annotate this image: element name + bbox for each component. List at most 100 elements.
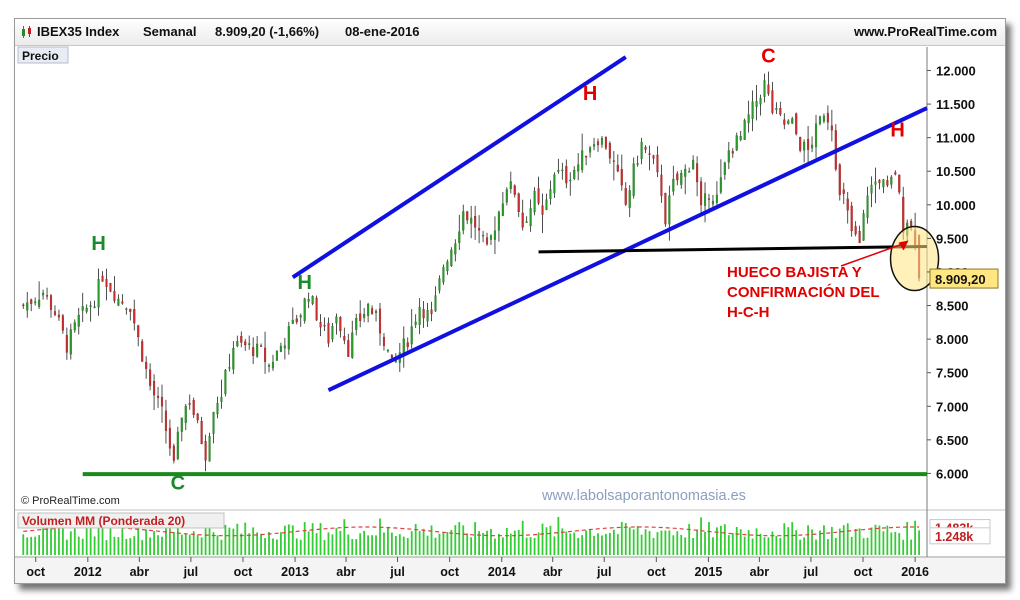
candle-body: [783, 119, 786, 125]
candle-body: [569, 179, 572, 182]
candle-body: [283, 345, 286, 349]
volume-bar: [541, 523, 544, 555]
volume-bar: [347, 534, 350, 555]
volume-bar: [652, 538, 655, 555]
volume-bar: [486, 530, 488, 555]
candle-body: [870, 184, 873, 194]
candle-body: [581, 150, 584, 170]
candle-body: [164, 410, 168, 431]
volume-bar: [680, 534, 683, 555]
neckline-line: [538, 244, 928, 254]
xtick-label: jul: [183, 565, 199, 579]
candle-body: [248, 343, 251, 345]
candle-body: [525, 221, 528, 223]
candle-body: [93, 306, 96, 308]
candle-body: [692, 160, 695, 170]
candle-body: [101, 275, 104, 282]
candle-body: [811, 144, 814, 149]
volume-bar: [34, 536, 37, 555]
candle-body: [656, 154, 659, 173]
volume-bar: [573, 532, 576, 555]
volume-bar: [521, 520, 524, 555]
gap-annotation-line: CONFIRMACIÓN DEL: [727, 283, 880, 301]
volume-bar: [914, 520, 917, 555]
volume-bar: [704, 531, 706, 555]
volume-label-box: [17, 512, 225, 529]
candle-body: [145, 362, 148, 369]
ytick-label: 11.000: [936, 131, 975, 146]
candle-body: [787, 120, 790, 124]
volume-bar: [363, 530, 366, 555]
volume-bar: [343, 519, 346, 555]
volume-bar: [628, 527, 631, 555]
volume-bar: [299, 539, 302, 555]
candle-body: [81, 306, 84, 311]
upper-channel-line: [291, 55, 627, 280]
candle-body: [818, 116, 822, 125]
candle-body: [192, 400, 195, 415]
candle-body: [315, 297, 318, 321]
volume-bar: [609, 532, 611, 555]
candle-body: [172, 445, 175, 461]
volume-bar: [842, 525, 845, 555]
ytick-label: 6.500: [936, 433, 969, 448]
candle-body: [430, 309, 433, 315]
volume-bar: [712, 537, 714, 555]
ytick-label: 12.000: [936, 64, 976, 79]
volume-bar: [109, 524, 112, 555]
volume-bar: [307, 531, 310, 555]
volume-bar: [50, 522, 52, 555]
volume-bar: [902, 539, 905, 555]
candle-body: [882, 179, 885, 188]
ytick-label: 7.500: [936, 366, 969, 381]
volume-tick-box: [929, 527, 991, 545]
candle-body: [200, 420, 203, 445]
volume-bar: [394, 536, 397, 555]
candle-body: [454, 243, 457, 255]
volume-bar: [248, 533, 251, 555]
overlay-layer: H C H C H H HUECO BAJISTA Y CONFIRMACIÓN DEL H-C…: [82, 45, 940, 495]
candle-body: [367, 303, 370, 316]
candle-body: [434, 295, 437, 312]
volume-bar: [359, 533, 362, 555]
volume-bar: [450, 529, 453, 555]
volume-bar: [827, 539, 829, 555]
volume-bar: [890, 532, 893, 555]
volume-bar: [676, 531, 679, 555]
candle-body: [541, 205, 544, 215]
candle-body: [156, 395, 160, 398]
volume-ma-line: [23, 526, 920, 537]
volume-bar: [850, 536, 853, 555]
volume-bar: [319, 523, 322, 555]
volume-bar: [525, 537, 528, 555]
volume-bar: [553, 536, 556, 555]
volume-bar: [779, 537, 782, 555]
candle-body: [640, 141, 643, 159]
xtick-label: oct: [647, 565, 667, 579]
candle-body: [565, 166, 568, 184]
candle-body: [378, 308, 382, 334]
volume-bar: [26, 537, 29, 555]
volume-bar: [819, 530, 821, 555]
candle-body: [410, 326, 413, 345]
volume-bar: [640, 534, 643, 555]
candle-body: [751, 101, 754, 120]
volume-bar: [240, 533, 243, 555]
candle-body: [386, 349, 389, 352]
candle-body: [303, 298, 306, 321]
candle-body: [838, 164, 841, 195]
volume-bar: [509, 533, 512, 555]
price-panel-label: Precio: [22, 49, 59, 63]
volume-bar: [196, 534, 199, 555]
volume-bar: [434, 537, 437, 555]
candle-body: [743, 120, 746, 140]
gap-annotation-line: HUECO BAJISTA Y: [727, 264, 862, 281]
volume-bar: [894, 531, 897, 555]
candle-body: [795, 113, 798, 135]
xtick-label: abr: [336, 565, 356, 579]
candle-body: [608, 143, 611, 159]
volume-bar: [260, 533, 262, 555]
volume-bar: [866, 537, 869, 555]
candle-body: [668, 195, 671, 225]
candle-body: [374, 311, 378, 314]
